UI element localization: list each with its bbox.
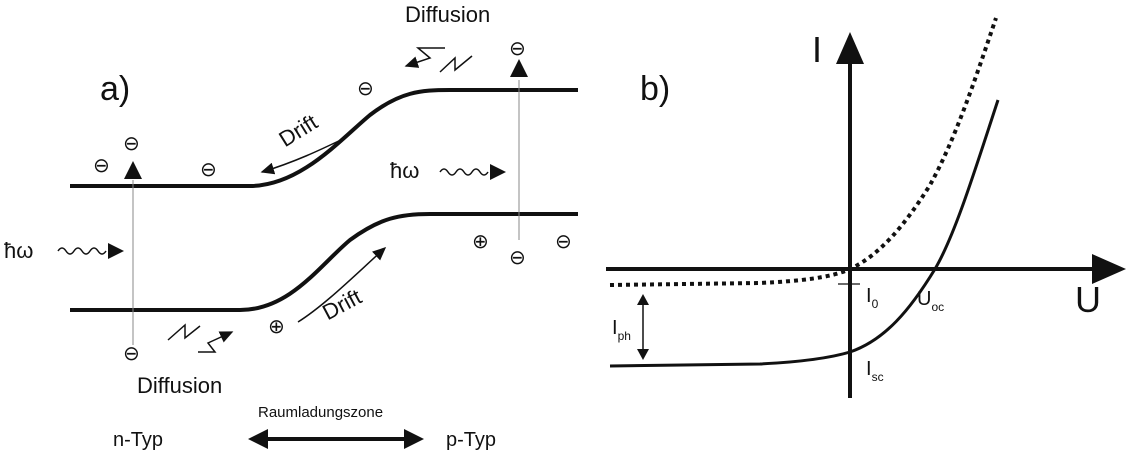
x-axis-label: U — [1075, 279, 1101, 320]
electron-symbol: ⊖ — [123, 133, 140, 155]
p-type-label: p-Typ — [446, 429, 496, 451]
iph-label: Iph — [612, 317, 631, 343]
electron-symbol: ⊖ — [509, 247, 526, 269]
electron-symbol: ⊖ — [123, 343, 140, 365]
hole-symbol: ⊕ — [472, 231, 489, 253]
electron-symbol: ⊖ — [357, 78, 374, 100]
x-axis-arrowhead — [1092, 254, 1126, 284]
conduction-band — [70, 88, 578, 188]
y-axis-arrowhead — [836, 32, 864, 64]
y-axis-label: I — [812, 29, 822, 70]
panel-b-label: b) — [640, 70, 670, 108]
drift-label-bottom: Drift — [318, 284, 365, 325]
diffusion-label-top: Diffusion — [405, 2, 490, 27]
space-charge-zone-arrow — [248, 429, 424, 449]
isc-label: Isc — [866, 358, 884, 384]
iph-arrowhead-up — [637, 294, 649, 305]
drift-arrow-top — [260, 137, 346, 175]
panel-b: b) I U Iph I0 Uoc Isc — [606, 17, 1126, 398]
electron-symbol: ⊖ — [93, 155, 110, 177]
uoc-label: Uoc — [917, 288, 944, 314]
diffusion-arrow-top — [404, 47, 445, 68]
photon-arrowhead-right — [490, 164, 506, 180]
photon-wave-left — [57, 247, 107, 255]
photon-wave-right — [439, 168, 489, 176]
iph-arrowhead-down — [637, 349, 649, 360]
photon-zigzag-bottom — [167, 323, 201, 341]
electron-symbol: ⊖ — [509, 38, 526, 60]
triangle-marker-left — [124, 161, 142, 179]
i0-label: I0 — [866, 285, 879, 311]
valence-band — [70, 212, 578, 312]
electron-symbol: ⊖ — [200, 159, 217, 181]
hole-symbol: ⊕ — [268, 316, 285, 338]
diffusion-arrow-bottom — [198, 331, 234, 353]
n-type-label: n-Typ — [113, 429, 163, 451]
photon-arrowhead-left — [108, 243, 124, 259]
diffusion-label-bottom: Diffusion — [137, 373, 222, 398]
panel-a-label: a) — [100, 70, 130, 108]
drift-label-top: Drift — [274, 109, 321, 152]
photon-label-left: ħω — [4, 238, 33, 263]
dark-iv-curve — [609, 17, 998, 287]
photon-label-right: ħω — [390, 158, 419, 183]
photon-zigzag-top — [439, 55, 473, 73]
panel-a: a) ⊖ ⊖ ⊖ ⊖ ⊖ ⊖ ⊖ ⊖ ⊕ ⊕ Drift Drift Diffu… — [4, 2, 578, 451]
illuminated-iv-curve — [609, 99, 1000, 368]
space-charge-zone-label: Raumladungszone — [258, 404, 383, 421]
electron-symbol: ⊖ — [555, 231, 572, 253]
drift-arrow-bottom — [297, 246, 387, 323]
triangle-marker-right — [510, 59, 528, 77]
